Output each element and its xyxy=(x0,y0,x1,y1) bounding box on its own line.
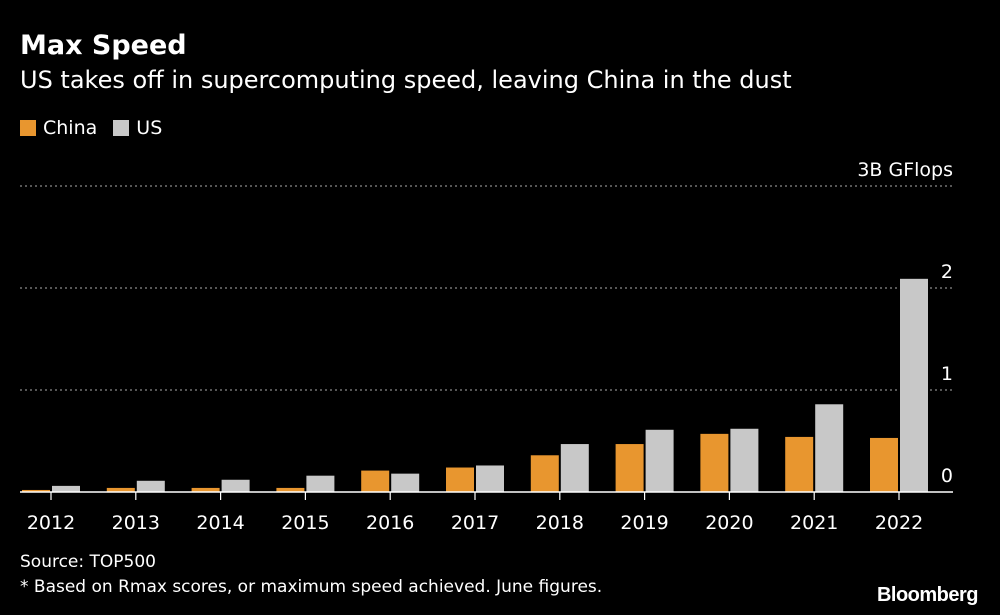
bar-china-2021 xyxy=(785,436,814,492)
bar-us-2019 xyxy=(645,429,674,492)
x-tick-label-2020: 2020 xyxy=(705,512,753,534)
bar-china-2017 xyxy=(446,467,474,492)
y-tick-label-3: 3B GFlops xyxy=(857,159,953,181)
x-tick-label-2022: 2022 xyxy=(875,512,923,534)
x-tick-label-2014: 2014 xyxy=(196,512,244,534)
bar-us-2022 xyxy=(900,278,928,492)
bar-china-2012 xyxy=(22,489,50,492)
bar-us-2018 xyxy=(560,444,589,492)
bar-china-2020 xyxy=(700,433,729,492)
legend-swatch-china xyxy=(20,120,36,136)
source-note: Source: TOP500 xyxy=(20,552,156,572)
legend-item-us: US xyxy=(113,117,162,139)
bar-us-2016 xyxy=(391,473,420,492)
footnote: * Based on Rmax scores, or maximum speed… xyxy=(20,577,603,597)
legend: China US xyxy=(20,117,178,139)
y-tick-label-1: 1 xyxy=(941,363,953,385)
bar-us-2014 xyxy=(221,479,250,492)
x-tick-label-2019: 2019 xyxy=(620,512,668,534)
bar-china-2016 xyxy=(361,470,390,492)
x-tick-label-2016: 2016 xyxy=(366,512,414,534)
bar-us-2013 xyxy=(136,480,165,492)
legend-label-china: China xyxy=(43,117,98,139)
legend-swatch-us xyxy=(113,120,130,136)
legend-item-china: China xyxy=(20,117,97,139)
legend-label-us: US xyxy=(136,117,163,139)
bloomberg-logo: Bloomberg xyxy=(876,584,979,606)
y-tick-label-2: 2 xyxy=(941,261,953,283)
x-tick-label-2015: 2015 xyxy=(281,512,329,534)
bar-china-2019 xyxy=(615,444,644,492)
bar-china-2013 xyxy=(106,487,135,492)
bar-china-2022 xyxy=(870,437,898,492)
x-tick-label-2012: 2012 xyxy=(27,512,75,534)
chart-subtitle: US takes off in supercomputing speed, le… xyxy=(20,66,792,94)
x-tick-label-2018: 2018 xyxy=(536,512,584,534)
bar-us-2020 xyxy=(730,428,759,492)
bar-us-2021 xyxy=(815,404,844,492)
bar-us-2015 xyxy=(306,475,335,492)
bar-china-2015 xyxy=(276,487,305,492)
bar-us-2012 xyxy=(52,485,80,492)
y-tick-label-0: 0 xyxy=(941,465,953,487)
bar-us-2017 xyxy=(476,465,504,492)
x-tick-label-2013: 2013 xyxy=(112,512,160,534)
chart-title: Max Speed xyxy=(20,30,187,61)
bar-china-2018 xyxy=(530,455,559,492)
x-tick-label-2017: 2017 xyxy=(451,512,499,534)
bar-china-2014 xyxy=(191,487,220,492)
x-tick-label-2021: 2021 xyxy=(790,512,838,534)
